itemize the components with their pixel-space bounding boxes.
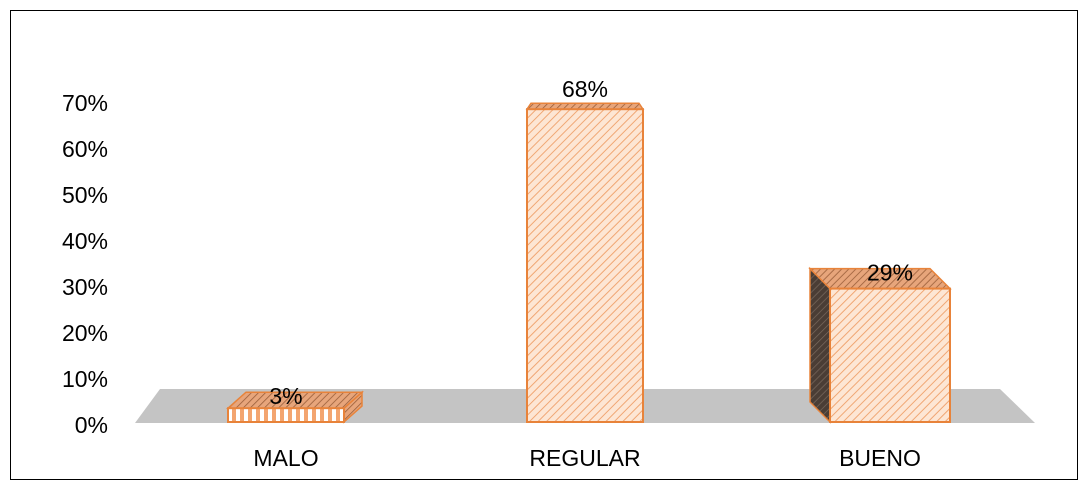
bar-bueno xyxy=(808,266,952,424)
y-axis-ticks: 0% 10% 20% 30% 40% 50% 60% 70% xyxy=(62,90,108,438)
bar-front-face xyxy=(526,108,644,423)
y-tick-label: 50% xyxy=(62,182,108,208)
y-tick-label: 10% xyxy=(62,366,108,392)
x-category-label: BUENO xyxy=(839,445,921,466)
y-tick-label: 30% xyxy=(62,274,108,300)
y-tick-label: 60% xyxy=(62,136,108,162)
bars-group xyxy=(226,102,952,424)
bar-side-face xyxy=(809,266,831,424)
data-labels-group: 3% 68% 29% xyxy=(269,76,913,409)
bar-malo xyxy=(226,390,364,424)
data-label: 68% xyxy=(562,76,608,102)
y-tick-label: 70% xyxy=(62,90,108,116)
x-category-label: REGULAR xyxy=(529,445,640,466)
data-label: 3% xyxy=(269,383,302,409)
y-tick-label: 0% xyxy=(75,412,108,438)
x-category-label: MALO xyxy=(253,445,318,466)
bar-front-face xyxy=(829,287,951,423)
y-tick-label: 40% xyxy=(62,228,108,254)
bar-chart: 0% 10% 20% 30% 40% 50% 60% 70% 3%68%29% … xyxy=(62,76,1035,466)
y-tick-label: 20% xyxy=(62,320,108,346)
x-axis-labels: MALO REGULAR BUENO xyxy=(253,445,920,466)
bar-regular xyxy=(525,102,645,423)
data-label: 29% xyxy=(867,260,913,286)
bar-front-face xyxy=(227,407,345,424)
